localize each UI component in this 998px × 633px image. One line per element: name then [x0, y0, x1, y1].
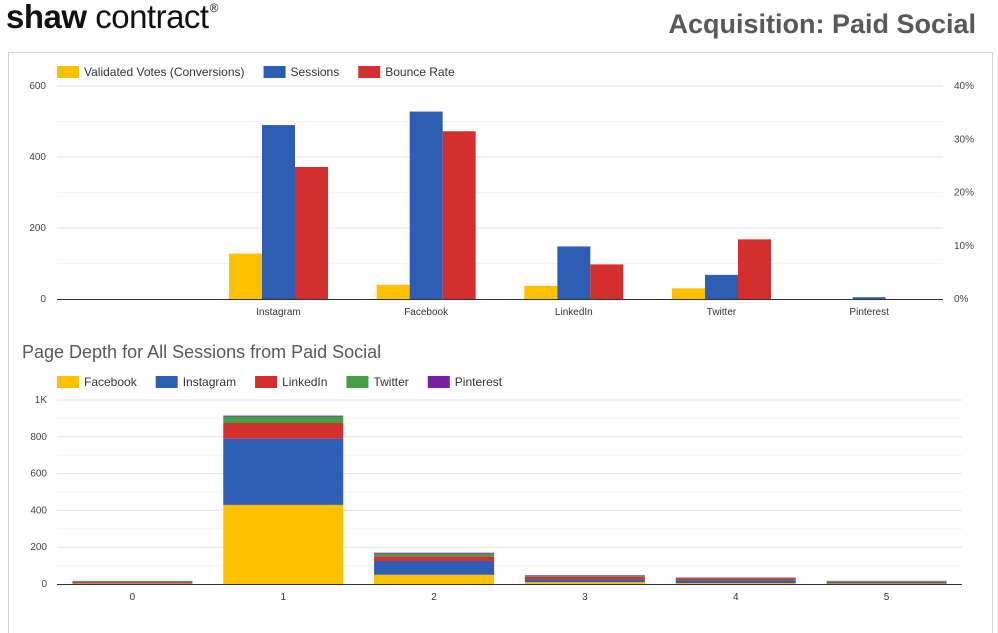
page-depth-stacked-chart: 0 200 400 600 800 1K 0 1 2 3 4 5 Facebook Instagram Li… [0, 336, 998, 606]
bar-bounce-rate-linkedin [590, 264, 623, 299]
bar-twitter-depth-0 [72, 581, 192, 582]
bar-facebook-depth-0 [72, 583, 192, 584]
x-tick-label: Twitter [707, 307, 737, 318]
bar-pinterest-depth-3 [525, 575, 645, 576]
x-tick-label: 4 [733, 592, 739, 603]
y-tick-label: 1K [35, 395, 48, 406]
y-right-tick-label: 40% [954, 81, 974, 92]
legend-label-bounce-rate: Bounce Rate [385, 65, 455, 79]
bar-facebook-depth-1 [223, 505, 343, 584]
bar-twitter-depth-2 [374, 554, 494, 557]
y-right-tick-label: 0% [954, 294, 969, 305]
legend-swatch-bounce-rate [358, 66, 380, 78]
x-tick-label: 2 [431, 592, 437, 603]
legend-label-facebook: Facebook [84, 375, 138, 389]
bar-instagram-depth-3 [525, 579, 645, 582]
legend-label-sessions: Sessions [291, 65, 340, 79]
page-title: Acquisition: Paid Social [668, 9, 976, 40]
y-tick-label: 600 [30, 469, 47, 480]
x-tick-label: Facebook [404, 307, 449, 318]
legend-label-pinterest: Pinterest [455, 375, 503, 389]
bar-sessions-linkedin [557, 246, 590, 299]
x-tick-label: 5 [884, 592, 890, 603]
bar-linkedin-depth-3 [525, 577, 645, 580]
bar-bounce-rate-instagram [295, 167, 328, 299]
bar-sessions-twitter [705, 275, 738, 299]
legend-label-instagram: Instagram [183, 375, 236, 389]
bar-linkedin-depth-1 [223, 423, 343, 439]
x-tick-label: LinkedIn [555, 307, 593, 318]
bar-instagram-depth-2 [374, 561, 494, 575]
bar-facebook-depth-5 [827, 583, 947, 584]
y-right-tick-label: 30% [954, 134, 974, 145]
legend-swatch-sessions [264, 66, 286, 78]
bar-linkedin-depth-5 [827, 582, 947, 583]
bar-facebook-depth-3 [525, 582, 645, 584]
bar-instagram-depth-4 [676, 580, 796, 583]
y-left-tick-label: 0 [40, 294, 46, 305]
bar-sessions-instagram [262, 125, 295, 299]
bar-twitter-depth-4 [676, 578, 796, 579]
bar-twitter-depth-1 [223, 417, 343, 423]
x-tick-label: 3 [582, 592, 588, 603]
bar-linkedin-depth-2 [374, 556, 494, 561]
y-left-tick-label: 600 [29, 81, 46, 92]
bar-bounce-rate-facebook [443, 131, 476, 299]
bar-sessions-facebook [410, 112, 443, 299]
y-tick-label: 200 [30, 542, 47, 553]
bar-sessions-pinterest [853, 297, 886, 299]
legend-swatch-facebook [57, 376, 79, 388]
x-tick-label: 1 [280, 592, 286, 603]
bar-validated-votes-conversions-facebook [377, 285, 410, 299]
y-left-tick-label: 400 [29, 152, 46, 163]
legend-label-validated-votes-conversions: Validated Votes (Conversions) [84, 65, 245, 79]
y-tick-label: 0 [41, 579, 47, 590]
x-tick-label: 0 [130, 592, 136, 603]
acquisition-combo-chart: 0 200 400 600 0% 10% 20% 30% 40% Instagram Faceboo… [0, 54, 998, 326]
bar-instagram-depth-0 [72, 583, 192, 584]
brand-logo: shaw contract® [6, 0, 218, 36]
y-right-tick-label: 10% [954, 241, 974, 252]
legend-label-linkedin: LinkedIn [282, 375, 327, 389]
bar-validated-votes-conversions-linkedin [524, 286, 557, 299]
legend-swatch-pinterest [428, 376, 450, 388]
bar-linkedin-depth-4 [676, 578, 796, 580]
y-tick-label: 400 [30, 505, 47, 516]
y-tick-label: 800 [30, 432, 47, 443]
bar-bounce-rate-twitter [738, 239, 771, 299]
bar-instagram-depth-5 [827, 583, 947, 584]
legend-label-twitter: Twitter [373, 375, 408, 389]
legend-swatch-instagram [156, 376, 178, 388]
bar-twitter-depth-5 [827, 581, 947, 582]
bar-pinterest-depth-2 [374, 553, 494, 554]
legend-swatch-validated-votes-conversions [57, 66, 79, 78]
x-tick-label: Pinterest [849, 307, 889, 318]
y-left-tick-label: 200 [29, 223, 46, 234]
bar-pinterest-depth-1 [223, 416, 343, 417]
legend-swatch-linkedin [255, 376, 277, 388]
bar-facebook-depth-2 [374, 575, 494, 584]
y-right-tick-label: 20% [954, 188, 974, 199]
bar-validated-votes-conversions-instagram [229, 254, 262, 299]
bar-facebook-depth-4 [676, 583, 796, 584]
bar-linkedin-depth-0 [72, 582, 192, 583]
legend-swatch-twitter [346, 376, 368, 388]
x-tick-label: Instagram [256, 307, 300, 318]
bar-instagram-depth-1 [223, 439, 343, 505]
bar-validated-votes-conversions-twitter [672, 288, 705, 299]
bar-twitter-depth-3 [525, 576, 645, 577]
